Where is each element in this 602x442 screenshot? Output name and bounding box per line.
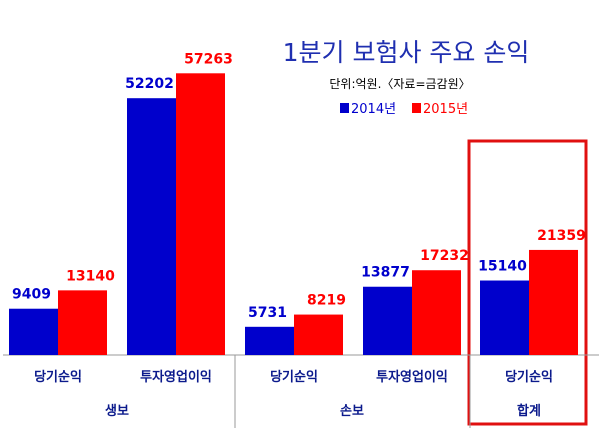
category-label: 투자영업이익 — [376, 369, 448, 385]
data-label: 21359 — [537, 228, 586, 244]
bar-2014년-1 — [9, 308, 58, 355]
category-label: 투자영업이익 — [140, 369, 212, 385]
data-label: 8219 — [307, 293, 346, 309]
bar-2014년-3 — [245, 326, 294, 355]
group-label: 생보 — [105, 404, 129, 419]
total-highlight-box — [467, 139, 588, 426]
data-label: 17232 — [420, 248, 469, 264]
category-label: 당기순익 — [34, 369, 82, 385]
legend-label-2015: 2015년 — [423, 102, 468, 117]
bars — [9, 73, 578, 356]
data-label: 57263 — [184, 51, 233, 67]
chart-title: 1분기 보험사 주요 손익 — [283, 38, 530, 67]
data-label: 15140 — [478, 259, 527, 275]
group-labels: 생보 손보 합계 — [105, 403, 541, 419]
bar-2014년-4 — [363, 286, 412, 355]
bar-2015년-3 — [294, 314, 343, 355]
bar-2014년-5 — [480, 280, 529, 355]
group-label: 합계 — [517, 403, 541, 419]
bar-2015년-1 — [58, 290, 107, 355]
legend: 2014년 2015년 — [340, 102, 468, 117]
category-label: 당기순익 — [505, 369, 553, 385]
data-label: 13877 — [361, 265, 410, 281]
legend-swatch-2015 — [412, 103, 421, 113]
data-label: 13140 — [66, 268, 115, 284]
legend-swatch-2014 — [340, 103, 349, 113]
category-labels: 당기순익 투자영업이익 당기순익 투자영업이익 당기순익 — [34, 369, 553, 385]
bar-2015년-2 — [176, 73, 225, 356]
data-labels: 9409 13140 52202 57263 5731 8219 13877 17232 151… — [12, 51, 586, 321]
bar-2014년-2 — [127, 98, 176, 356]
legend-label-2014: 2014년 — [351, 102, 396, 117]
category-label: 당기순익 — [270, 369, 318, 385]
data-label: 52202 — [125, 76, 174, 92]
chart-subtitle: 단위:억원.〈자료=금감원〉 — [329, 77, 470, 91]
bar-2015년-5 — [529, 249, 578, 355]
group-label: 손보 — [340, 404, 364, 419]
bar-2015년-4 — [412, 270, 461, 355]
data-label: 9409 — [12, 287, 51, 303]
data-label: 5731 — [248, 305, 287, 321]
